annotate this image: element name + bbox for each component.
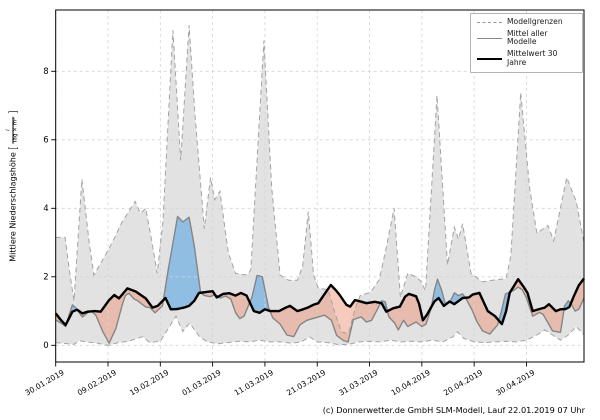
black-line-swatch bbox=[477, 57, 502, 60]
above-normal-area bbox=[163, 216, 201, 310]
x-tick-label: 19.02.2019 bbox=[128, 368, 170, 398]
y-axis-label-text: Mittlere Niederschlagshöhe bbox=[8, 152, 18, 262]
legend-label: Mittelwert 30 Jahre bbox=[507, 49, 558, 67]
climate-mean-line bbox=[54, 277, 585, 327]
legend-label: Modellgrenzen bbox=[507, 17, 563, 26]
x-tick-label: 30.04.2019 bbox=[494, 368, 536, 398]
model-lower-bound-line bbox=[55, 315, 585, 346]
model-upper-bound-line bbox=[55, 25, 585, 334]
above-normal-area bbox=[249, 275, 270, 313]
unit-bracket-close: ] bbox=[6, 110, 19, 115]
legend-label: Mittel aller Modelle bbox=[507, 28, 548, 47]
legend-item-mittelwert-30-jahre: Mittelwert 30 Jahre bbox=[477, 49, 577, 67]
y-tick-label: 4 bbox=[43, 204, 48, 214]
below-normal-area bbox=[465, 292, 499, 334]
model-mean-line bbox=[55, 215, 585, 344]
below-normal-area bbox=[91, 288, 164, 344]
x-tick-label: 01.03.2019 bbox=[180, 368, 222, 398]
below-normal-area bbox=[387, 293, 432, 330]
unit-denominator: Tag × m² bbox=[12, 116, 20, 144]
x-tick-label: 10.04.2019 bbox=[390, 368, 432, 398]
below-normal-area bbox=[218, 292, 250, 319]
unit-bracket-open: [ bbox=[6, 145, 19, 151]
below-normal-area bbox=[270, 285, 381, 342]
y-tick-label: 2 bbox=[43, 273, 48, 283]
x-tick-label: 30.01.2019 bbox=[24, 368, 66, 398]
gray-line-swatch bbox=[477, 37, 502, 39]
y-axis-label: Mittlere Niederschlagshöhe [ l Tag × m² … bbox=[6, 110, 20, 262]
x-tick-label: 20.04.2019 bbox=[442, 368, 484, 398]
copyright-text: (c) Donnerwetter.de GmbH SLM-Modell, Lau… bbox=[322, 405, 585, 415]
legend-item-modellgrenzen: Modellgrenzen bbox=[477, 17, 577, 27]
dashed-line-swatch bbox=[477, 21, 502, 23]
x-tick-label: 11.03.2019 bbox=[233, 368, 275, 398]
unit-fraction: l Tag × m² bbox=[6, 116, 20, 144]
y-tick-label: 8 bbox=[43, 67, 48, 77]
legend-item-mittel-aller-modelle: Mittel aller Modelle bbox=[477, 28, 577, 47]
y-tick-label: 6 bbox=[43, 136, 48, 146]
above-normal-area bbox=[66, 304, 78, 323]
x-tick-label: 31.03.2019 bbox=[337, 368, 379, 398]
x-tick-label: 21.03.2019 bbox=[285, 368, 327, 398]
below-normal-area bbox=[570, 278, 584, 312]
y-tick-label: 0 bbox=[43, 341, 48, 351]
legend: Modellgrenzen Mittel aller Modelle Mitte… bbox=[470, 13, 583, 73]
x-tick-label: 09.02.2019 bbox=[76, 368, 118, 398]
plot-frame bbox=[55, 9, 585, 363]
